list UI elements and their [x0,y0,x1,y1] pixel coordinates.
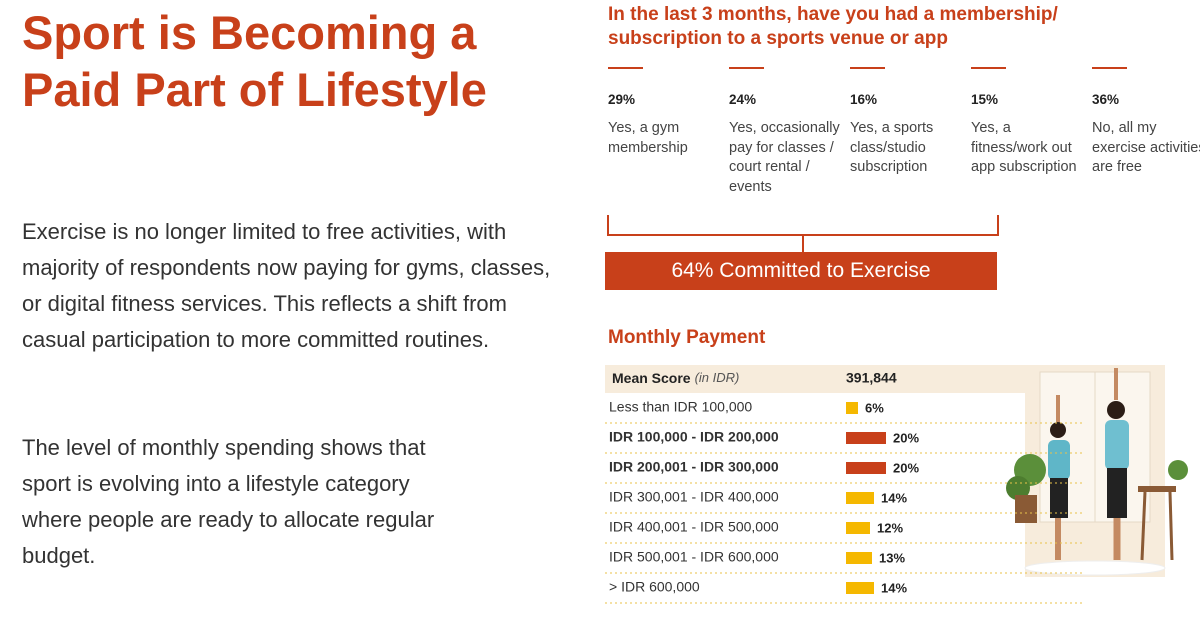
value-label: 12% [877,520,903,535]
bar [846,552,872,564]
paragraph: The level of monthly spending shows that… [22,435,435,568]
category-label: > IDR 600,000 [609,579,700,595]
mean-row-bg [605,365,1025,393]
category-label: IDR 300,001 - IDR 400,000 [609,489,779,505]
value-label: 20% [893,460,919,475]
value-label: 13% [879,550,905,565]
bar [846,432,886,444]
option-percent: 24% [729,92,757,107]
mean-unit: (in IDR) [695,370,740,385]
value-label: 6% [865,400,884,415]
mean-label: Mean Score (in IDR) [612,370,739,386]
paragraph: Exercise is no longer limited to free ac… [22,219,551,352]
summary-box: 64% Committed to Exercise [605,252,997,290]
category-label: IDR 400,001 - IDR 500,000 [609,519,779,535]
chart-title: Monthly Payment [608,327,766,348]
option-percent: 16% [850,92,878,107]
page-title: Sport is Becoming a Paid Part of Lifesty… [22,6,487,116]
bar [846,402,858,414]
option-percent: 29% [608,92,636,107]
bar [846,462,886,474]
mean-value: 391,844 [846,370,897,386]
option-text: Yes, occasionally pay for classes / cour… [729,120,840,195]
category-label: IDR 500,001 - IDR 600,000 [609,549,779,565]
category-label: Less than IDR 100,000 [609,399,752,415]
option-percent: 15% [971,92,999,107]
value-label: 20% [893,430,919,445]
option-text: Yes, a gym membership [608,120,688,156]
option-text: Yes, a sports class/studio subscription [850,120,934,176]
option-text: Yes, a fitness/work out app subscription [971,120,1077,176]
illustration [1006,365,1188,577]
bar [846,522,870,534]
survey-question: In the last 3 months, have you had a mem… [608,4,1058,49]
value-label: 14% [881,490,907,505]
option-text: No, all my exercise activities are free [1092,120,1200,176]
bar [846,492,874,504]
mean-label-text: Mean Score [612,370,691,386]
category-label: IDR 100,000 - IDR 200,000 [609,429,779,445]
value-label: 14% [881,580,907,595]
option-percent: 36% [1092,92,1120,107]
bar [846,582,874,594]
category-label: IDR 200,001 - IDR 300,000 [609,459,779,475]
bracket [607,215,999,252]
